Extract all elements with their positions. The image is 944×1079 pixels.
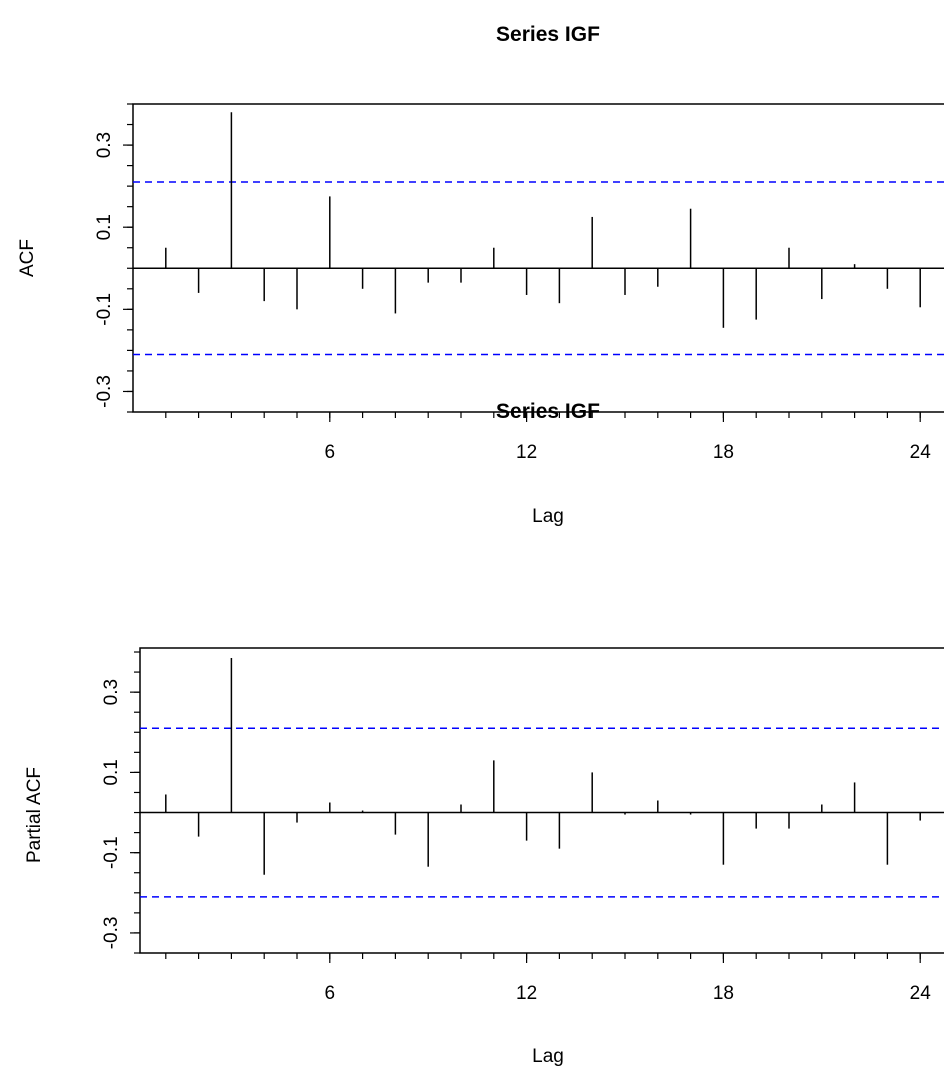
acf-x-tick-label: 18 [713, 442, 734, 463]
acf-y-tick-label: -0.1 [94, 293, 115, 326]
acf-x-axis-label: Lag [532, 506, 564, 527]
pacf-x-tick-label: 6 [325, 983, 336, 1004]
pacf-y-tick-label: -0.1 [101, 836, 122, 869]
pacf-y-tick-label: -0.3 [101, 917, 122, 950]
pacf-panel: Series IGF Partial ACF Lag 6 12 18 24 -0.3 -0… [24, 400, 944, 1067]
acf-y-axis-label: ACF [17, 239, 38, 277]
pacf-y-axis-label: Partial ACF [24, 767, 45, 863]
acf-plot-area: 6 12 18 24 -0.3 -0.1 0.1 0.3 [94, 103, 944, 463]
acf-panel: Series IGF ACF Lag 6 12 18 24 -0.3 -0.1 0.1 0.3 [17, 23, 944, 527]
pacf-x-axis-label: Lag [532, 1046, 564, 1067]
pacf-x-tick-label: 18 [713, 983, 734, 1004]
pacf-y-tick-label: 0.3 [101, 679, 122, 705]
pacf-plot-area: 6 12 18 24 -0.3 -0.1 0.1 0.3 [101, 647, 944, 1004]
acf-x-tick-label: 24 [910, 442, 932, 463]
pacf-x-tick-label: 24 [910, 983, 932, 1004]
pacf-y-tick-label: 0.1 [101, 759, 122, 785]
acf-chart-title: Series IGF [496, 23, 600, 46]
acf-y-tick-label: 0.1 [94, 214, 115, 240]
acf-y-tick-label: 0.3 [94, 132, 115, 158]
acf-x-tick-label: 6 [325, 442, 336, 463]
acf-y-tick-label: -0.3 [94, 375, 115, 408]
pacf-chart-title: Series IGF [496, 400, 600, 423]
acf-plot-frame [132, 103, 944, 413]
acf-x-tick-label: 12 [516, 442, 537, 463]
pacf-x-tick-label: 12 [516, 983, 537, 1004]
pacf-plot-frame [139, 647, 944, 954]
